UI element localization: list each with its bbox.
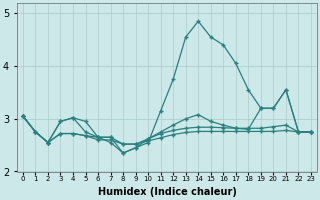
X-axis label: Humidex (Indice chaleur): Humidex (Indice chaleur) bbox=[98, 187, 236, 197]
